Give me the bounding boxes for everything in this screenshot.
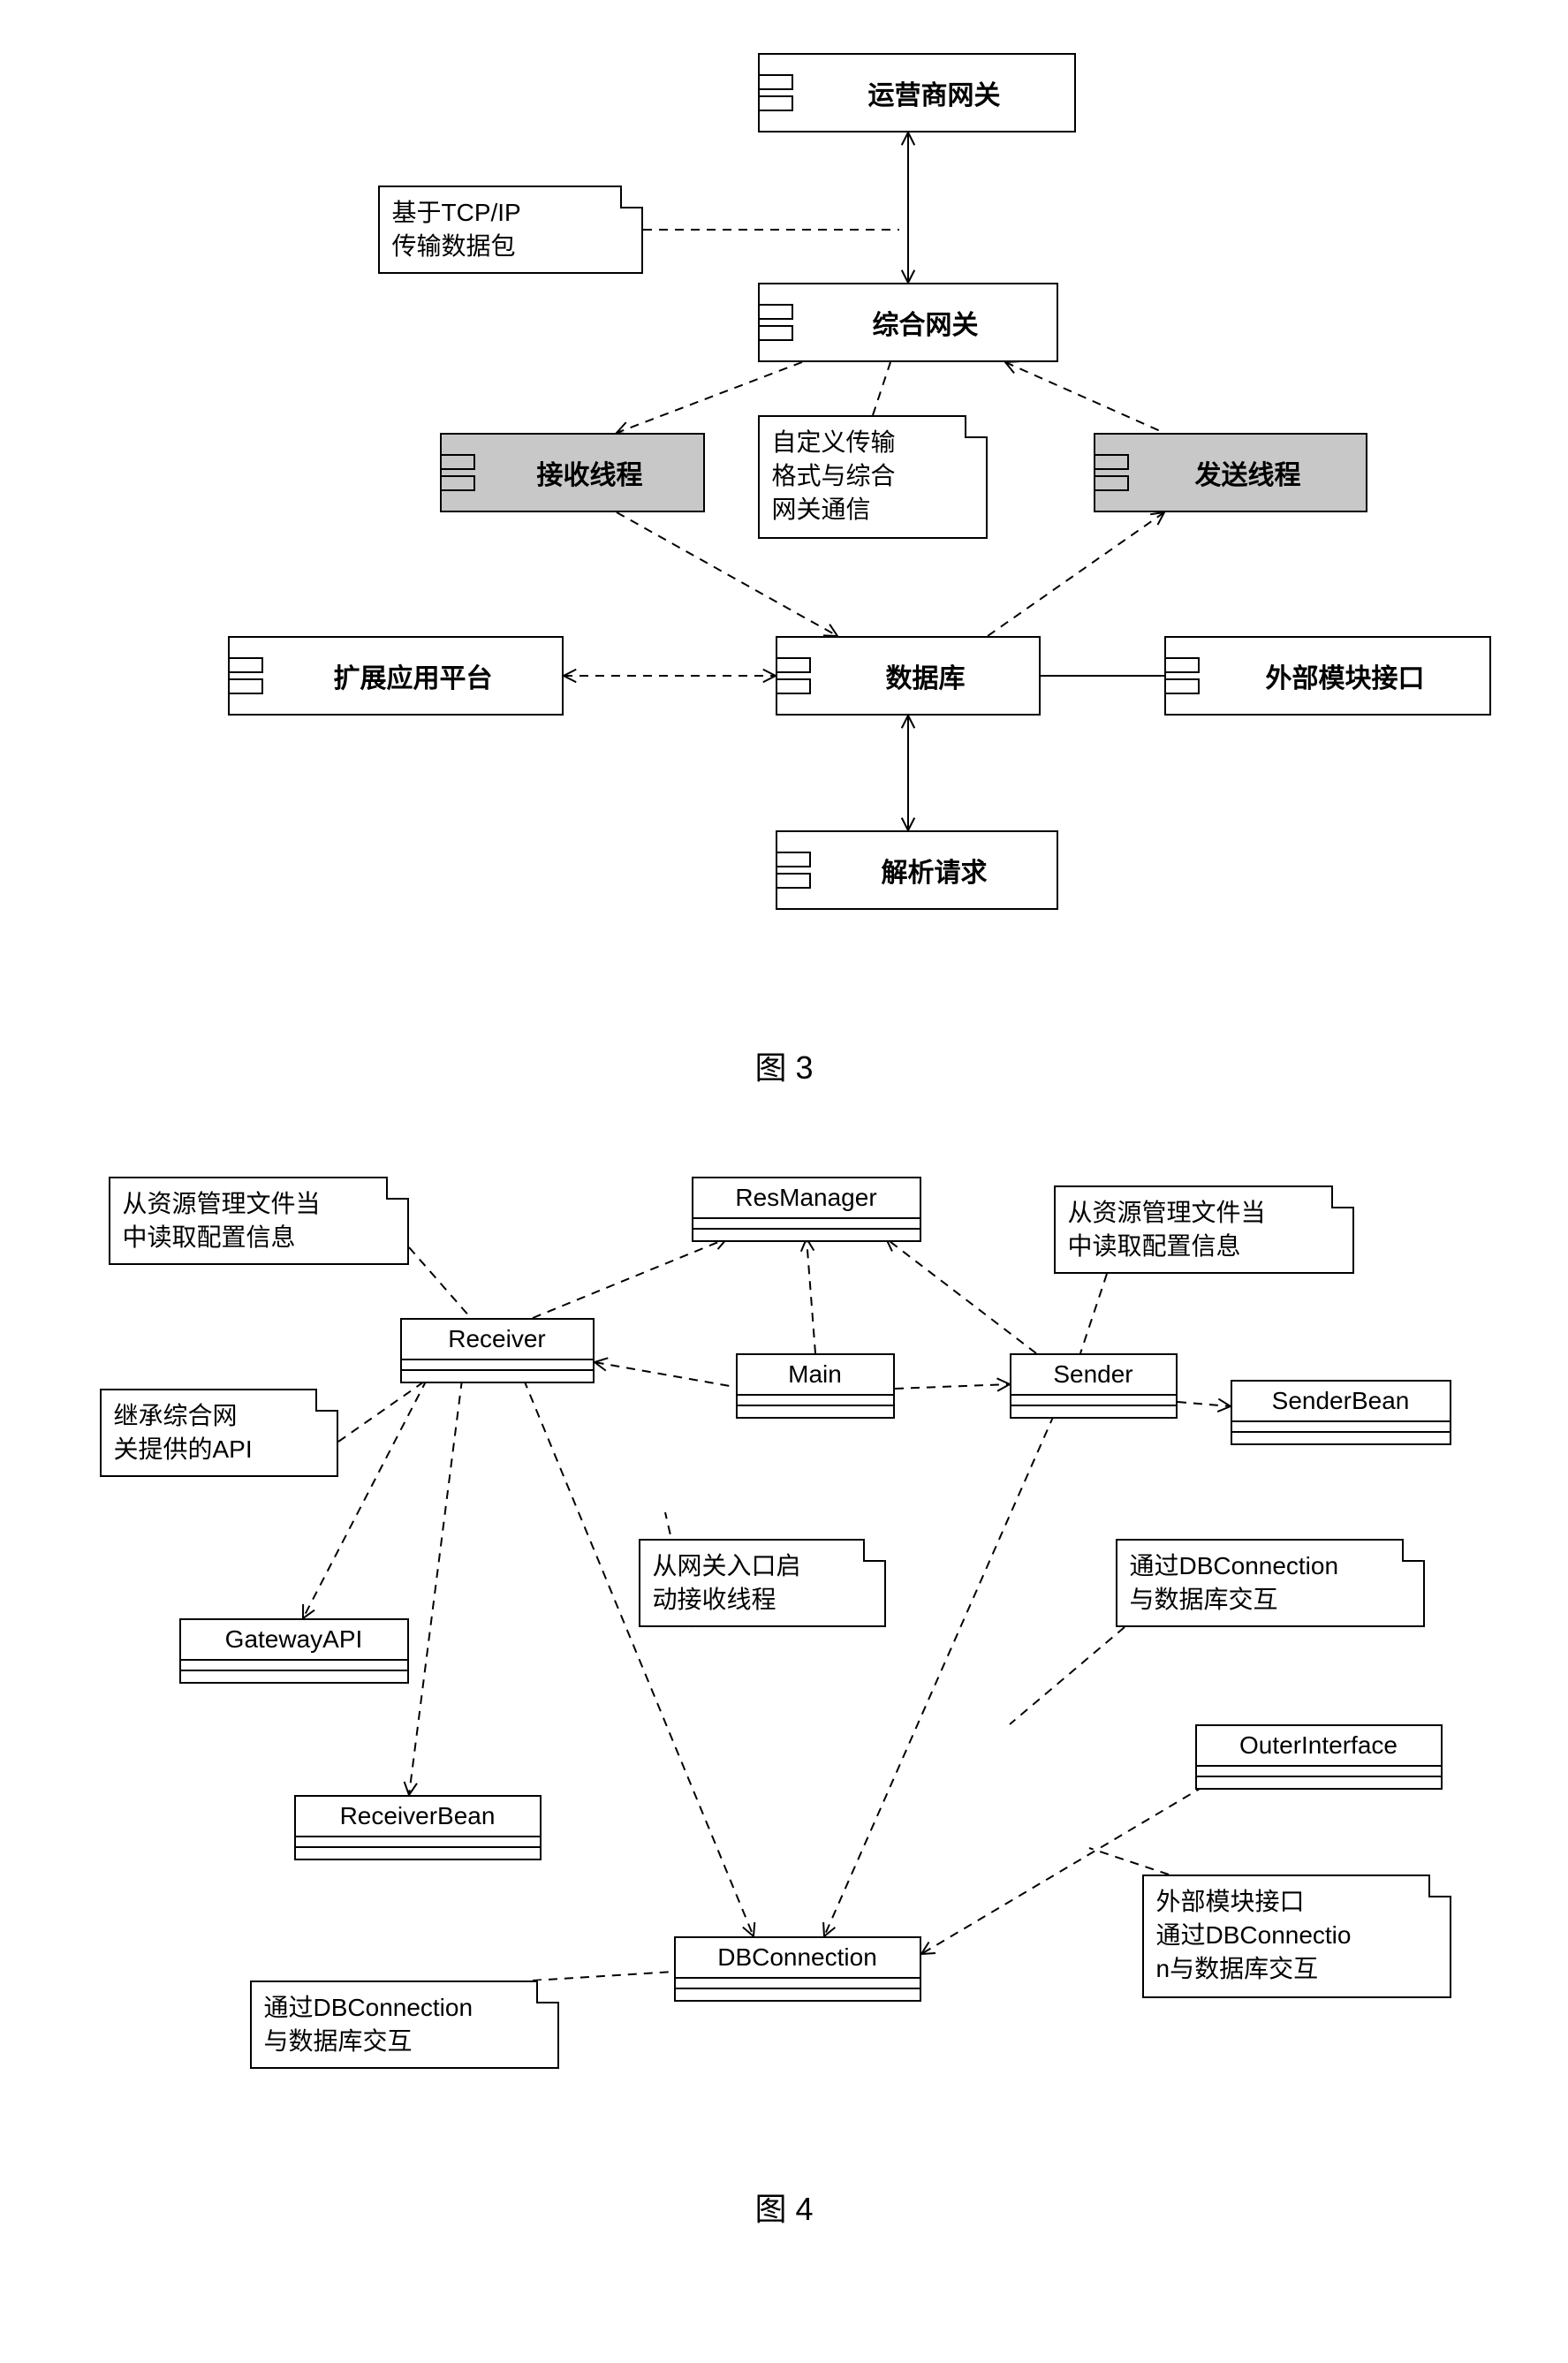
component-port-icon: [758, 69, 800, 117]
diagram-3: 运营商网关综合网关接收线程发送线程扩展应用平台数据库外部模块接口解析请求基于TC…: [122, 35, 1447, 989]
class-ops: [738, 1406, 893, 1417]
component-database: 数据库: [776, 636, 1041, 716]
class-ops: [1011, 1406, 1176, 1417]
class-gatewayapi: GatewayAPI: [179, 1618, 409, 1684]
class-ops: [296, 1848, 540, 1859]
component-ext-platform: 扩展应用平台: [228, 636, 564, 716]
class-name: Sender: [1011, 1355, 1176, 1396]
component-label: 综合网关: [813, 303, 1057, 342]
note-n4-outer: 外部模块接口通过DBConnection与数据库交互: [1142, 1874, 1451, 1998]
component-send-thread: 发送线程: [1094, 433, 1367, 512]
note-n4-gw-entry: 从网关入口启动接收线程: [639, 1539, 886, 1627]
diagram-4: ResManager Receiver Main Sender SenderBean Ga…: [56, 1159, 1513, 2131]
component-port-icon: [776, 846, 818, 894]
class-sender: Sender: [1010, 1353, 1178, 1419]
class-attrs: [1011, 1396, 1176, 1406]
note-note-tcpip: 基于TCP/IP传输数据包: [378, 186, 643, 274]
class-name: Main: [738, 1355, 893, 1396]
note-note-custom-fmt: 自定义传输格式与综合网关通信: [758, 415, 988, 539]
note-n4-db-sender: 通过DBConnection与数据库交互: [1116, 1539, 1425, 1627]
component-label: 接收线程: [495, 453, 703, 492]
class-ops: [693, 1230, 920, 1240]
class-ops: [676, 1989, 920, 2000]
class-name: GatewayAPI: [181, 1620, 407, 1661]
component-port-icon: [228, 652, 270, 700]
component-operator-gw: 运营商网关: [758, 53, 1076, 133]
component-label: 扩展应用平台: [283, 656, 562, 695]
class-attrs: [1232, 1422, 1450, 1433]
component-label: 外部模块接口: [1219, 656, 1489, 695]
class-attrs: [676, 1979, 920, 1989]
note-n4-db-recv: 通过DBConnection与数据库交互: [250, 1981, 559, 2069]
component-integrated-gw: 综合网关: [758, 283, 1058, 362]
class-attrs: [181, 1661, 407, 1671]
class-name: ResManager: [693, 1178, 920, 1219]
class-main: Main: [736, 1353, 895, 1419]
class-outerinterface: OuterInterface: [1195, 1724, 1443, 1790]
class-name: OuterInterface: [1197, 1726, 1441, 1767]
component-recv-thread: 接收线程: [440, 433, 705, 512]
figure-3-label: 图 3: [35, 1042, 1533, 1088]
class-attrs: [1197, 1767, 1441, 1777]
class-receiverbean: ReceiverBean: [294, 1795, 542, 1860]
class-ops: [1232, 1433, 1450, 1443]
class-attrs: [738, 1396, 893, 1406]
component-label: 解析请求: [830, 851, 1057, 890]
class-resmanager: ResManager: [692, 1177, 921, 1242]
component-port-icon: [776, 652, 818, 700]
class-receiver: Receiver: [400, 1318, 595, 1383]
component-port-icon: [440, 449, 482, 496]
class-name: SenderBean: [1232, 1382, 1450, 1422]
class-dbconnection: DBConnection: [674, 1936, 921, 2002]
component-parse-req: 解析请求: [776, 830, 1058, 910]
class-attrs: [693, 1219, 920, 1230]
class-ops: [1197, 1777, 1441, 1788]
component-port-icon: [758, 299, 800, 346]
class-senderbean: SenderBean: [1231, 1380, 1451, 1445]
note-n4-res-left: 从资源管理文件当中读取配置信息: [109, 1177, 409, 1265]
component-port-icon: [1094, 449, 1136, 496]
component-label: 发送线程: [1148, 453, 1366, 492]
component-label: 运营商网关: [813, 73, 1074, 112]
figure-4-label: 图 4: [35, 2184, 1533, 2230]
class-name: ReceiverBean: [296, 1797, 540, 1837]
note-n4-inherit: 继承综合网关提供的API: [100, 1389, 338, 1477]
class-ops: [181, 1671, 407, 1682]
component-port-icon: [1164, 652, 1207, 700]
note-n4-res-right: 从资源管理文件当中读取配置信息: [1054, 1185, 1354, 1274]
component-outer-iface: 外部模块接口: [1164, 636, 1491, 716]
class-attrs: [402, 1360, 593, 1371]
class-attrs: [296, 1837, 540, 1848]
component-label: 数据库: [830, 656, 1039, 695]
class-name: Receiver: [402, 1320, 593, 1360]
class-name: DBConnection: [676, 1938, 920, 1979]
class-ops: [402, 1371, 593, 1382]
